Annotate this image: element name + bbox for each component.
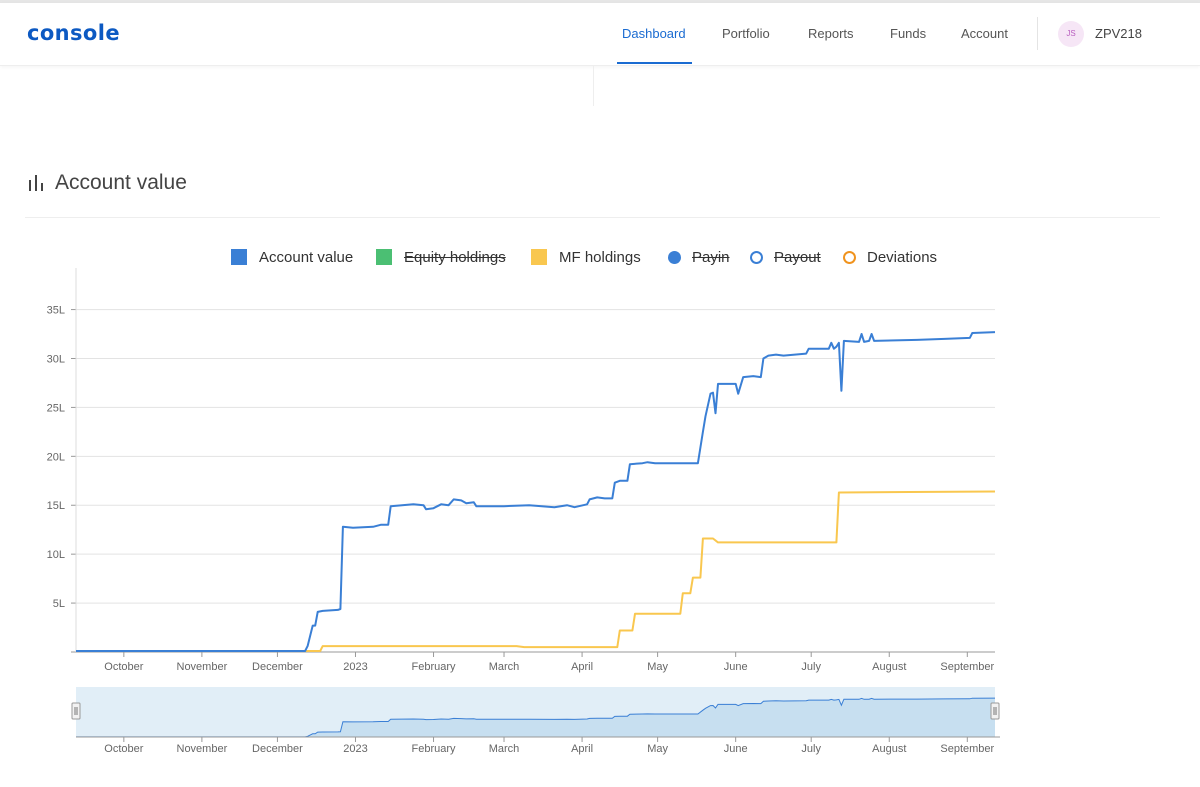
nav-separator — [1037, 17, 1038, 50]
nav-account[interactable]: Account — [961, 26, 1008, 41]
y-tick-label: 35L — [47, 305, 65, 317]
x-tick-label: September — [940, 661, 994, 673]
series-line-mf-holdings — [76, 490, 996, 652]
x-tick-label: 2023 — [343, 661, 367, 673]
console-logo[interactable]: console — [27, 21, 120, 45]
x-tick-label: June — [724, 661, 748, 673]
legend-mf-holdings[interactable]: MF holdings — [531, 246, 641, 268]
x-tick-label: October — [104, 661, 143, 673]
user-avatar[interactable]: JS — [1058, 21, 1084, 47]
legend-swatch-circle — [750, 250, 763, 264]
navigator-x-tick-label: February — [412, 743, 457, 755]
navigator-x-tick-label: March — [489, 743, 520, 755]
navigator-left-handle[interactable] — [71, 702, 81, 720]
navigator-right-handle[interactable] — [990, 702, 1000, 720]
x-tick-label: May — [647, 661, 668, 673]
section-title: Account value — [55, 171, 187, 194]
nav-portfolio[interactable]: Portfolio — [722, 26, 770, 41]
x-tick-label: July — [801, 661, 821, 673]
navigator-x-tick-label: June — [724, 743, 748, 755]
y-tick-label: 10L — [47, 549, 65, 561]
legend-payin[interactable]: Payin — [668, 246, 730, 268]
legend-deviations[interactable]: Deviations — [843, 246, 937, 268]
navigator-x-tick-label: May — [647, 743, 668, 755]
nav-reports[interactable]: Reports — [808, 26, 854, 41]
series-line-account-value — [76, 331, 996, 652]
legend-swatch-square — [531, 249, 547, 265]
navigator-x-tick-label: August — [872, 743, 906, 755]
legend-label: Deviations — [867, 248, 938, 266]
legend-swatch-square — [231, 249, 247, 265]
navigator-x-tick-label: July — [801, 743, 821, 755]
column-divider — [593, 66, 594, 106]
x-tick-label: April — [571, 661, 593, 673]
navigator-x-tick-label: December — [252, 743, 303, 755]
legend-payout[interactable]: Payout — [750, 246, 821, 268]
bar-chart-icon — [29, 175, 43, 191]
legend-equity-holdings[interactable]: Equity holdings — [376, 246, 506, 268]
y-tick-label: 25L — [47, 402, 65, 414]
nav-dashboard[interactable]: Dashboard — [622, 26, 686, 41]
legend-label: Account value — [259, 248, 354, 266]
navigator-background — [76, 687, 995, 737]
nav-funds[interactable]: Funds — [890, 26, 927, 41]
top-navbar: console Dashboard Portfolio Reports Fund… — [0, 3, 1200, 66]
legend-swatch-circle — [843, 250, 856, 264]
x-tick-label: December — [252, 661, 303, 673]
y-tick-label: 30L — [47, 353, 65, 365]
y-tick-label: 5L — [53, 598, 65, 610]
legend-label: Equity holdings — [404, 248, 506, 266]
x-tick-label: March — [489, 661, 520, 673]
navigator-x-tick-label: September — [940, 743, 994, 755]
navigator-x-tick-label: April — [571, 743, 593, 755]
y-tick-label: 15L — [47, 500, 65, 512]
navigator-line — [76, 697, 996, 738]
x-tick-label: August — [872, 661, 906, 673]
y-tick-label: 20L — [47, 451, 65, 463]
navigator-area — [76, 698, 995, 737]
navigator-x-tick-label: 2023 — [343, 743, 367, 755]
navigator-x-tick-label: November — [177, 743, 228, 755]
active-tab-indicator — [617, 62, 692, 64]
user-id[interactable]: ZPV218 — [1095, 26, 1142, 41]
legend-label: Payin — [692, 248, 730, 266]
legend-account-value[interactable]: Account value — [231, 246, 353, 268]
top-border — [0, 0, 1200, 3]
legend-label: Payout — [774, 248, 821, 266]
x-tick-label: November — [177, 661, 228, 673]
x-tick-label: February — [412, 661, 457, 673]
section-divider — [25, 217, 1160, 218]
legend-label: MF holdings — [559, 248, 641, 266]
legend-swatch-square — [376, 249, 392, 265]
navigator-x-tick-label: October — [104, 743, 143, 755]
legend-swatch-circle — [668, 250, 681, 264]
